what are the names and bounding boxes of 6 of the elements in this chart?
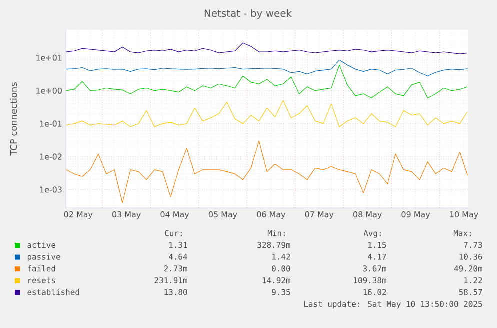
line-series [66, 64, 468, 98]
chart-title: Netstat - by week [204, 9, 292, 20]
line-series [66, 60, 468, 76]
line-series [66, 42, 468, 54]
line-series [66, 100, 468, 128]
y-axis-title: TCP connections [10, 82, 18, 156]
